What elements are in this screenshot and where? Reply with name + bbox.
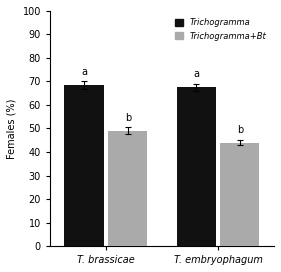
Text: a: a [81,67,87,77]
Text: b: b [237,125,243,135]
Bar [108,131,148,246]
Bar [220,143,259,246]
Y-axis label: Females (%): Females (%) [7,98,17,159]
Text: a: a [193,69,199,79]
Text: b: b [125,113,131,123]
Bar [64,85,104,246]
Legend: Trichogramma, Trichogramma+Bt: Trichogramma, Trichogramma+Bt [171,15,270,44]
Bar [176,87,216,246]
